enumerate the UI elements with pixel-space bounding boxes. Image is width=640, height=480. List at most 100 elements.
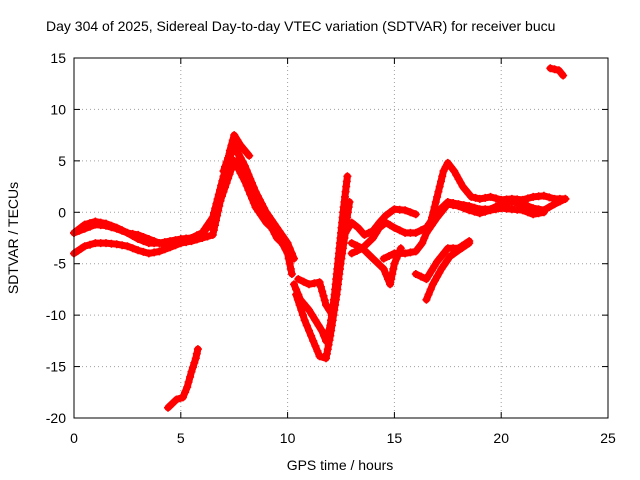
x-tick-label: 0	[70, 430, 78, 446]
data-point-marker	[250, 198, 258, 207]
data-point-marker	[118, 226, 127, 235]
data-point-marker	[361, 240, 370, 249]
data-point-marker	[343, 208, 352, 217]
data-point-marker	[211, 204, 220, 213]
plot-frame	[73, 57, 609, 419]
y-axis-label: SDTVAR / TECUs	[5, 182, 21, 294]
x-tick-label: 10	[280, 430, 296, 446]
data-point-marker	[386, 208, 395, 217]
data-point-marker	[178, 393, 187, 402]
data-point-marker	[433, 257, 442, 266]
axis-ticks: 0 5 10 15 20 25 -20 -15 -10 -5 0 5 10 15	[46, 50, 616, 446]
y-tick-label: -15	[46, 359, 66, 375]
data-point-marker	[387, 275, 396, 284]
data-point-marker	[310, 279, 319, 288]
data-point-marker	[305, 280, 313, 289]
data-point-marker	[164, 403, 172, 412]
data-point-marker	[239, 167, 248, 176]
y-tick-label: -5	[54, 256, 67, 272]
y-tick-label: 0	[58, 204, 66, 220]
data-point-marker	[272, 228, 281, 237]
data-point-marker	[208, 230, 217, 239]
data-point-marker	[281, 245, 290, 254]
data-point-marker	[523, 194, 532, 203]
data-point-marker	[309, 336, 318, 345]
data-point-marker	[322, 300, 330, 309]
data-point-marker	[212, 199, 221, 208]
data-point-marker	[390, 259, 399, 268]
data-point-marker	[286, 264, 295, 273]
data-point-marker	[187, 367, 196, 376]
data-point-marker	[258, 200, 266, 209]
data-point-marker	[305, 326, 313, 335]
data-point-marker	[155, 239, 164, 248]
data-point-marker	[417, 272, 426, 281]
data-point-marker	[436, 209, 445, 217]
x-tick-label: 15	[387, 430, 403, 446]
data-point-marker	[411, 210, 420, 219]
data-point-marker	[470, 207, 479, 216]
data-point-marker	[213, 195, 222, 204]
data-point-marker	[386, 221, 395, 230]
data-point-marker	[234, 149, 243, 158]
series-track-12	[422, 239, 474, 304]
data-point-marker	[314, 321, 323, 330]
data-point-marker	[338, 244, 347, 253]
data-point-marker	[545, 193, 554, 202]
data-point-marker	[118, 241, 127, 250]
data-point-marker	[297, 306, 306, 314]
data-point-marker	[225, 149, 234, 158]
y-tick-label: -10	[46, 307, 66, 323]
data-point-marker	[86, 219, 94, 228]
data-point-marker	[302, 321, 311, 330]
data-point-marker	[440, 204, 449, 213]
y-tick-label: -20	[46, 410, 66, 426]
data-point-marker	[534, 209, 543, 218]
data-point-marker	[172, 395, 181, 404]
data-point-marker	[443, 256, 452, 265]
data-point-marker	[364, 228, 373, 237]
data-point-marker	[322, 354, 330, 363]
data-point-marker	[434, 187, 443, 196]
data-point-marker	[545, 203, 554, 212]
data-point-marker	[277, 237, 286, 246]
data-point-marker	[347, 249, 356, 258]
data-point-marker	[313, 347, 322, 356]
data-point-marker	[222, 158, 231, 167]
data-point-marker	[401, 249, 410, 258]
data-point-marker	[160, 245, 169, 254]
data-point-marker	[214, 190, 223, 199]
data-point-marker	[550, 65, 559, 74]
data-point-marker	[210, 208, 218, 217]
data-point-marker	[184, 378, 193, 386]
data-point-marker	[191, 354, 200, 363]
data-point-marker	[96, 218, 105, 227]
data-point-marker	[415, 243, 423, 252]
data-point-marker	[430, 262, 439, 270]
data-point-marker	[208, 213, 217, 222]
x-axis-label: GPS time / hours	[287, 457, 394, 473]
data-point-marker	[554, 66, 563, 75]
data-point-marker	[231, 140, 240, 149]
data-point-marker	[486, 206, 495, 215]
data-point-marker	[475, 209, 484, 218]
data-point-marker	[347, 239, 356, 248]
data-point-marker	[445, 252, 454, 261]
data-point-marker	[465, 239, 474, 248]
data-point-marker	[323, 345, 332, 354]
data-point-marker	[523, 208, 532, 217]
data-point-marker	[440, 260, 449, 269]
data-point-marker	[230, 136, 239, 145]
data-point-marker	[481, 207, 490, 216]
data-point-marker	[324, 340, 333, 349]
data-point-marker	[245, 185, 254, 194]
data-point-marker	[236, 158, 245, 167]
data-point-marker	[134, 235, 143, 243]
data-point-marker	[365, 251, 374, 260]
data-point-marker	[193, 345, 202, 354]
data-point-marker	[360, 230, 369, 239]
data-point-marker	[317, 326, 326, 335]
data-point-marker	[559, 71, 568, 80]
data-point-marker	[308, 311, 317, 320]
data-point-marker	[390, 223, 399, 232]
